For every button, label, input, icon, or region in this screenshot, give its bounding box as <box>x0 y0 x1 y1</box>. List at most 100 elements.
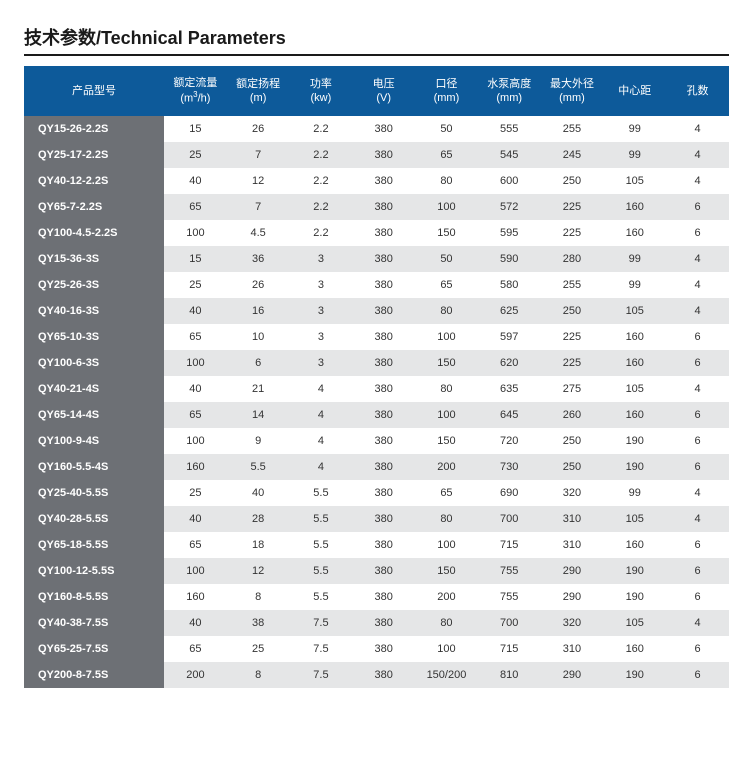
data-cell: 380 <box>352 168 415 194</box>
model-cell: QY100-4.5-2.2S <box>24 220 164 246</box>
data-cell: 25 <box>164 272 227 298</box>
model-cell: QY65-10-3S <box>24 324 164 350</box>
data-cell: 100 <box>415 324 478 350</box>
data-cell: 4 <box>290 376 353 402</box>
data-cell: 2.2 <box>290 220 353 246</box>
table-row: QY65-10-3S651033801005972251606 <box>24 324 729 350</box>
data-cell: 260 <box>541 402 604 428</box>
data-cell: 160 <box>603 324 666 350</box>
data-cell: 245 <box>541 142 604 168</box>
data-cell: 65 <box>164 532 227 558</box>
data-cell: 730 <box>478 454 541 480</box>
model-cell: QY100-12-5.5S <box>24 558 164 584</box>
data-cell: 320 <box>541 610 604 636</box>
table-row: QY40-12-2.2S40122.2380806002501054 <box>24 168 729 194</box>
data-cell: 40 <box>164 376 227 402</box>
data-cell: 280 <box>541 246 604 272</box>
data-cell: 80 <box>415 376 478 402</box>
data-cell: 555 <box>478 116 541 142</box>
data-cell: 250 <box>541 454 604 480</box>
table-body: QY15-26-2.2S15262.238050555255994QY25-17… <box>24 116 729 688</box>
data-cell: 100 <box>164 558 227 584</box>
column-header: 最大外径(mm) <box>541 66 604 116</box>
model-cell: QY40-12-2.2S <box>24 168 164 194</box>
data-cell: 26 <box>227 272 290 298</box>
data-cell: 16 <box>227 298 290 324</box>
data-cell: 80 <box>415 610 478 636</box>
table-header-row: 产品型号额定流量(m3/h)额定扬程(m)功率(kw)电压(V)口径(mm)水泵… <box>24 66 729 116</box>
data-cell: 7.5 <box>290 610 353 636</box>
data-cell: 4.5 <box>227 220 290 246</box>
data-cell: 80 <box>415 298 478 324</box>
column-header: 产品型号 <box>24 66 164 116</box>
model-cell: QY15-26-2.2S <box>24 116 164 142</box>
data-cell: 50 <box>415 116 478 142</box>
table-row: QY65-18-5.5S65185.53801007153101606 <box>24 532 729 558</box>
data-cell: 21 <box>227 376 290 402</box>
data-cell: 38 <box>227 610 290 636</box>
data-cell: 6 <box>666 324 729 350</box>
data-cell: 380 <box>352 454 415 480</box>
table-row: QY100-9-4S100943801507202501906 <box>24 428 729 454</box>
data-cell: 720 <box>478 428 541 454</box>
data-cell: 105 <box>603 298 666 324</box>
data-cell: 380 <box>352 194 415 220</box>
data-cell: 65 <box>164 194 227 220</box>
data-cell: 4 <box>666 168 729 194</box>
data-cell: 595 <box>478 220 541 246</box>
data-cell: 6 <box>666 454 729 480</box>
data-cell: 9 <box>227 428 290 454</box>
data-cell: 4 <box>666 298 729 324</box>
model-cell: QY65-18-5.5S <box>24 532 164 558</box>
table-row: QY200-8-7.5S20087.5380150/2008102901906 <box>24 662 729 688</box>
data-cell: 4 <box>290 428 353 454</box>
data-cell: 3 <box>290 298 353 324</box>
table-row: QY25-17-2.2S2572.238065545245994 <box>24 142 729 168</box>
table-row: QY15-36-3S1536338050590280994 <box>24 246 729 272</box>
data-cell: 310 <box>541 506 604 532</box>
data-cell: 380 <box>352 584 415 610</box>
data-cell: 580 <box>478 272 541 298</box>
data-cell: 160 <box>603 636 666 662</box>
data-cell: 700 <box>478 610 541 636</box>
data-cell: 2.2 <box>290 116 353 142</box>
data-cell: 7.5 <box>290 636 353 662</box>
data-cell: 150 <box>415 428 478 454</box>
data-cell: 4 <box>666 142 729 168</box>
data-cell: 105 <box>603 610 666 636</box>
data-cell: 810 <box>478 662 541 688</box>
data-cell: 380 <box>352 610 415 636</box>
data-cell: 380 <box>352 272 415 298</box>
model-cell: QY65-25-7.5S <box>24 636 164 662</box>
column-header: 口径(mm) <box>415 66 478 116</box>
data-cell: 250 <box>541 168 604 194</box>
model-cell: QY65-14-4S <box>24 402 164 428</box>
parameters-table: 产品型号额定流量(m3/h)额定扬程(m)功率(kw)电压(V)口径(mm)水泵… <box>24 66 729 688</box>
data-cell: 12 <box>227 558 290 584</box>
data-cell: 545 <box>478 142 541 168</box>
column-header: 额定流量(m3/h) <box>164 66 227 116</box>
data-cell: 590 <box>478 246 541 272</box>
data-cell: 6 <box>666 428 729 454</box>
data-cell: 99 <box>603 272 666 298</box>
data-cell: 572 <box>478 194 541 220</box>
table-row: QY100-6-3S100633801506202251606 <box>24 350 729 376</box>
data-cell: 6 <box>666 194 729 220</box>
data-cell: 190 <box>603 584 666 610</box>
data-cell: 625 <box>478 298 541 324</box>
data-cell: 99 <box>603 480 666 506</box>
data-cell: 160 <box>164 454 227 480</box>
data-cell: 6 <box>666 662 729 688</box>
data-cell: 2.2 <box>290 194 353 220</box>
data-cell: 6 <box>666 584 729 610</box>
data-cell: 250 <box>541 428 604 454</box>
data-cell: 3 <box>290 350 353 376</box>
data-cell: 150 <box>415 350 478 376</box>
data-cell: 15 <box>164 116 227 142</box>
table-row: QY100-12-5.5S100125.53801507552901906 <box>24 558 729 584</box>
data-cell: 190 <box>603 454 666 480</box>
data-cell: 255 <box>541 272 604 298</box>
data-cell: 65 <box>415 142 478 168</box>
data-cell: 14 <box>227 402 290 428</box>
model-cell: QY40-38-7.5S <box>24 610 164 636</box>
